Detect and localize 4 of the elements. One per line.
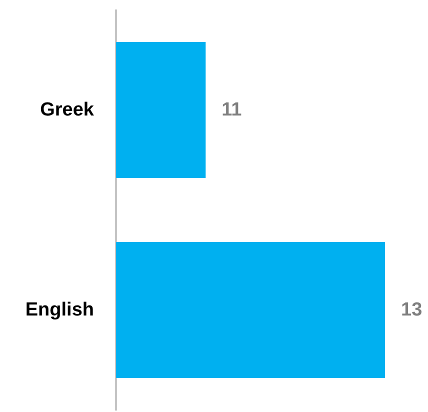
data-label: 13 — [401, 300, 422, 320]
y-tick-label: Greek — [40, 100, 94, 120]
y-tick-label: English — [25, 300, 94, 320]
data-label: 11 — [222, 100, 242, 120]
